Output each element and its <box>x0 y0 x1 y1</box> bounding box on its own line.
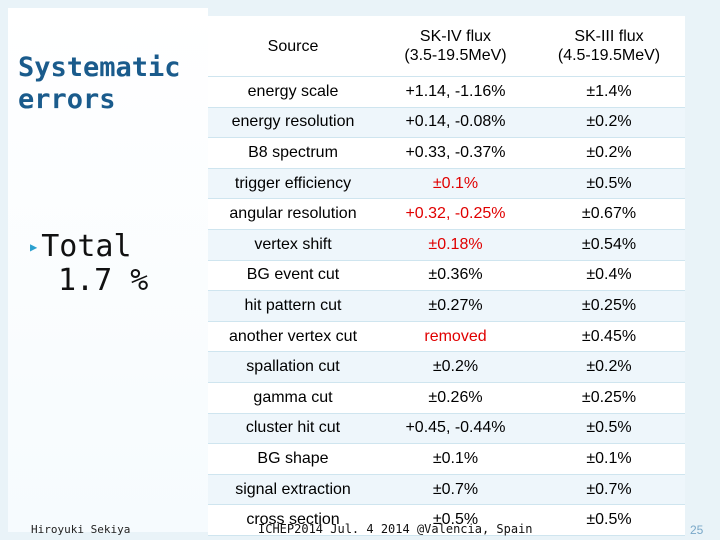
header-source: Source <box>208 16 378 77</box>
table-cell-source: vertex shift <box>208 229 378 261</box>
table-cell-sk4: +0.45, -0.44% <box>378 413 533 445</box>
table-row: angular resolution +0.32, -0.25% ±0.67% <box>208 198 685 230</box>
table-cell-sk3: ±1.4% <box>533 76 685 108</box>
table-body: energy scale +1.14, -1.16% ±1.4% energy res… <box>208 76 685 536</box>
table-cell-sk4: ±0.36% <box>378 260 533 292</box>
footer-author: Hiroyuki Sekiya <box>31 523 131 536</box>
table-row: spallation cut ±0.2% ±0.2% <box>208 351 685 383</box>
table-cell-sk4: ±0.1% <box>378 168 533 200</box>
table-cell-source: BG event cut <box>208 260 378 292</box>
table-cell-sk3: ±0.45% <box>533 321 685 353</box>
table-cell-source: hit pattern cut <box>208 290 378 322</box>
table-row: B8 spectrum +0.33, -0.37% ±0.2% <box>208 137 685 169</box>
table-row: vertex shift ±0.18% ±0.54% <box>208 229 685 261</box>
table-cell-sk3: ±0.4% <box>533 260 685 292</box>
table-cell-source: another vertex cut <box>208 321 378 353</box>
table-cell-sk4: ±0.26% <box>378 382 533 414</box>
table-row: BG shape ±0.1% ±0.1% <box>208 443 685 475</box>
table-cell-sk4: +1.14, -1.16% <box>378 76 533 108</box>
table-cell-sk3: ±0.67% <box>533 198 685 230</box>
table-cell-source: signal extraction <box>208 474 378 506</box>
table-header-row: Source SK-IV flux (3.5-19.5MeV) SK-III f… <box>208 16 685 77</box>
table-row: gamma cut ±0.26% ±0.25% <box>208 382 685 414</box>
table-cell-source: BG shape <box>208 443 378 475</box>
table-cell-source: angular resolution <box>208 198 378 230</box>
table-cell-sk4: ±0.1% <box>378 443 533 475</box>
total-value: 1.7 % <box>58 263 149 298</box>
table-cell-sk4: +0.14, -0.08% <box>378 107 533 139</box>
table-cell-sk4: ±0.7% <box>378 474 533 506</box>
table-cell-sk3: ±0.7% <box>533 474 685 506</box>
table-row: energy resolution +0.14, -0.08% ±0.2% <box>208 107 685 139</box>
table-row: signal extraction ±0.7% ±0.7% <box>208 474 685 506</box>
total-error: ▶ Total 1.7 % <box>30 230 148 297</box>
table-cell-sk4: +0.33, -0.37% <box>378 137 533 169</box>
table-cell-sk3: ±0.2% <box>533 107 685 139</box>
bullet-icon: ▶ <box>30 240 38 254</box>
table-row: another vertex cut removed ±0.45% <box>208 321 685 353</box>
table-cell-source: energy scale <box>208 76 378 108</box>
table-cell-source: gamma cut <box>208 382 378 414</box>
table-cell-sk3: ±0.25% <box>533 290 685 322</box>
table-cell-sk3: ±0.2% <box>533 137 685 169</box>
table-cell-sk3: ±0.1% <box>533 443 685 475</box>
table-cell-source: spallation cut <box>208 351 378 383</box>
total-label: Total <box>41 229 132 264</box>
table-row: BG event cut ±0.36% ±0.4% <box>208 260 685 292</box>
table-cell-sk3: ±0.2% <box>533 351 685 383</box>
table-row: hit pattern cut ±0.27% ±0.25% <box>208 290 685 322</box>
table-row: energy scale +1.14, -1.16% ±1.4% <box>208 76 685 108</box>
table-cell-sk4: removed <box>378 321 533 353</box>
page-number: 25 <box>690 523 704 537</box>
header-sk4: SK-IV flux (3.5-19.5MeV) <box>378 16 533 77</box>
table-cell-source: energy resolution <box>208 107 378 139</box>
table-cell-source: B8 spectrum <box>208 137 378 169</box>
table-cell-sk4: ±0.18% <box>378 229 533 261</box>
table-cell-sk4: ±0.27% <box>378 290 533 322</box>
table-row: trigger efficiency ±0.1% ±0.5% <box>208 168 685 200</box>
table-cell-sk3: ±0.5% <box>533 168 685 200</box>
table-row: cluster hit cut +0.45, -0.44% ±0.5% <box>208 413 685 445</box>
table-cell-sk4: ±0.2% <box>378 351 533 383</box>
table-cell-sk4: +0.32, -0.25% <box>378 198 533 230</box>
table-cell-sk3: ±0.5% <box>533 504 685 536</box>
header-sk3: SK-III flux (4.5-19.5MeV) <box>533 16 685 77</box>
footer-event: ICHEP2014 Jul. 4 2014 @Valencia, Spain <box>258 522 533 536</box>
systematic-errors-table: Source SK-IV flux (3.5-19.5MeV) SK-III f… <box>208 16 685 536</box>
table-cell-sk3: ±0.25% <box>533 382 685 414</box>
table-row: cross section ±0.5% ±0.5% <box>208 504 685 536</box>
left-panel <box>8 8 208 532</box>
table-cell-sk4: ±0.5% <box>378 504 533 536</box>
table-cell-source: trigger efficiency <box>208 168 378 200</box>
table-cell-sk3: ±0.54% <box>533 229 685 261</box>
table-cell-source: cross section <box>208 504 378 536</box>
table-cell-sk3: ±0.5% <box>533 413 685 445</box>
slide-title: Systematic errors <box>18 52 181 115</box>
table-cell-source: cluster hit cut <box>208 413 378 445</box>
